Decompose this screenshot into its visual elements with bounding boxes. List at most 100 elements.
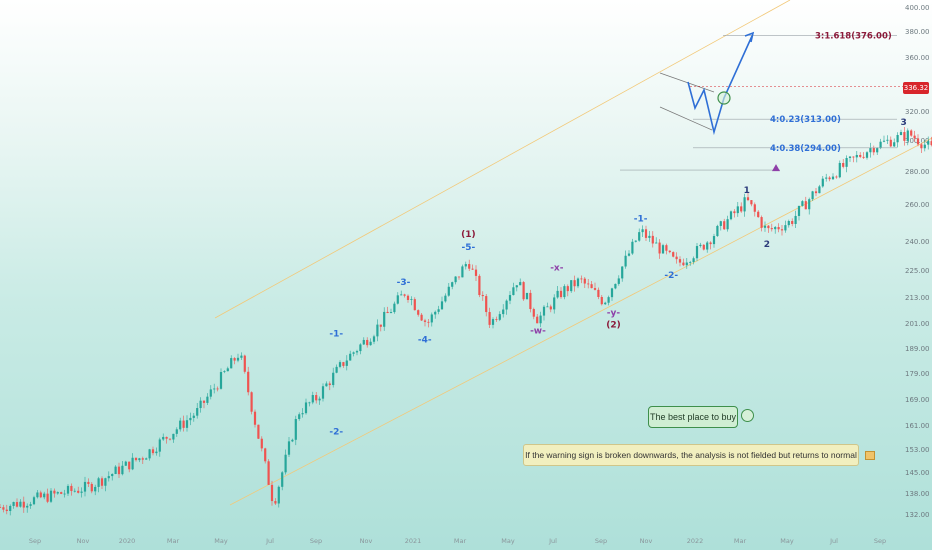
candle-body [903, 132, 906, 141]
x-tick-label: May [214, 537, 228, 545]
candle-body [906, 130, 909, 141]
candle-body [736, 206, 739, 214]
candle-body [733, 211, 736, 214]
candle-body [529, 292, 532, 310]
candle-body [97, 478, 100, 487]
candle-body [862, 156, 865, 158]
candle-body [648, 235, 651, 238]
candle-body [291, 439, 294, 442]
candle-body [488, 312, 491, 325]
candle-body [556, 290, 559, 298]
candle-body [712, 236, 716, 245]
candle-body [46, 493, 49, 502]
candle-body [661, 245, 665, 254]
candle-body [532, 309, 535, 317]
candle-body [893, 142, 896, 147]
candle-body [502, 309, 505, 315]
warning-callout[interactable]: If the warning sign is broken downwards,… [523, 444, 859, 466]
candle-body [920, 144, 923, 149]
candle-body [638, 232, 641, 241]
candle-body [168, 438, 172, 440]
candle-body [332, 372, 335, 386]
candle-body [865, 152, 869, 158]
candle-body [927, 141, 930, 145]
candle-body [209, 389, 212, 397]
candle-body [842, 162, 845, 167]
candle-body [882, 140, 886, 142]
candle-body [876, 148, 879, 153]
candle-body [461, 266, 464, 278]
candle-body [760, 217, 763, 228]
x-tick-label: Sep [595, 537, 607, 545]
y-tick-label: 132.00 [905, 511, 930, 519]
candle-body [400, 294, 403, 296]
candle-body [121, 465, 124, 475]
wave-label: -y- [607, 309, 621, 319]
candle-body [298, 414, 301, 420]
candle-body [134, 457, 138, 461]
candle-body [80, 491, 83, 493]
candle-body [138, 458, 141, 461]
candle-body [689, 261, 692, 263]
candle-body [328, 383, 331, 386]
candle-body [148, 449, 151, 459]
candle-body [219, 372, 223, 389]
candle-body [379, 324, 382, 327]
candle-body [723, 221, 726, 230]
candle-body [49, 490, 53, 502]
candle-body [481, 295, 484, 297]
candle-body [247, 371, 250, 393]
candle-body [202, 400, 206, 403]
candle-body [440, 301, 444, 310]
candle-body [338, 362, 342, 367]
candle-body [250, 392, 253, 412]
x-tick-label: Sep [874, 537, 886, 545]
wedge-upper-line [659, 72, 715, 93]
note-icon[interactable] [865, 451, 875, 460]
candle-body [777, 227, 780, 230]
candle-body [284, 454, 287, 473]
candle-body [716, 225, 719, 237]
candle-body [145, 458, 148, 460]
x-tick-label: Jul [265, 537, 274, 545]
candle-body [536, 316, 539, 324]
candle-body [634, 240, 637, 242]
x-tick-label: 2021 [405, 537, 422, 545]
y-tick-label: 260.00 [905, 201, 930, 209]
x-tick-label: Mar [454, 537, 467, 545]
candle-body [274, 501, 277, 504]
x-tick-label: May [780, 537, 794, 545]
y-tick-label: 360.00 [905, 54, 930, 62]
last-price-tag: 336.32 [903, 82, 929, 94]
candle-body [158, 439, 161, 452]
candle-body [451, 282, 454, 287]
candle-body [706, 242, 709, 250]
wave-label: 3 [901, 118, 907, 128]
candle-body [301, 413, 304, 415]
candle-body [63, 493, 66, 495]
candle-body [9, 505, 12, 512]
buy-callout[interactable]: The best place to buy [648, 406, 738, 428]
candle-body [794, 215, 797, 224]
candle-body [128, 461, 131, 470]
candle-body [308, 402, 311, 404]
candle-body [206, 396, 209, 403]
candle-body [141, 458, 144, 460]
candle-body [260, 438, 263, 449]
candle-body [114, 466, 117, 474]
candle-body [437, 309, 440, 312]
candle-body [277, 486, 280, 504]
y-tick-label: 189.00 [905, 345, 930, 353]
candle-body [485, 296, 488, 313]
candle-body [26, 505, 29, 508]
candle-body [797, 205, 801, 216]
candle-body [471, 268, 474, 270]
candle-body [825, 177, 828, 179]
candle-body [175, 429, 178, 434]
candle-body [838, 162, 841, 178]
candle-body [430, 314, 433, 323]
fib-level-label: 3:1.618(376.00) [815, 31, 892, 41]
candle-body [828, 177, 831, 180]
candle-body [155, 451, 158, 454]
candle-body [12, 502, 15, 506]
